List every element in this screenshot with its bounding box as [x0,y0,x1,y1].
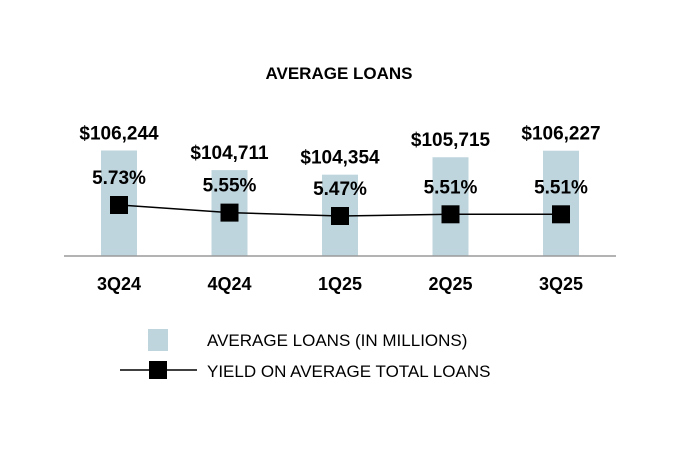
yield-value-label: 5.51% [424,177,478,198]
yield-value-label: 5.73% [92,168,146,189]
yield-marker-1q25 [331,207,349,225]
yield-marker-3q24 [110,196,128,214]
yield-line-layer [110,196,570,225]
yield-value-label: 5.51% [534,177,588,198]
legend-label-yield: YIELD ON AVERAGE TOTAL LOANS [207,362,490,381]
bar-value-label: $105,715 [411,130,491,151]
x-tick-label: 3Q25 [539,274,583,294]
legend-label-average-loans: AVERAGE LOANS (IN MILLIONS) [207,331,467,350]
x-tick-label: 3Q24 [97,274,141,294]
x-tick-label: 2Q25 [428,274,472,294]
x-tick-label: 4Q24 [207,274,251,294]
yield-value-label: 5.55% [203,176,257,197]
legend-bar-swatch [148,329,168,351]
yield-value-label: 5.47% [313,179,367,200]
bar-3q25 [543,150,579,256]
bar-value-label: $106,244 [79,123,159,144]
legend-line-marker [149,361,167,379]
bar-value-label: $106,227 [521,124,600,145]
bar-value-label: $104,354 [300,148,380,169]
chart-title: AVERAGE LOANS [265,64,412,83]
bar-value-label: $104,711 [190,143,269,164]
x-tick-label: 1Q25 [318,274,362,294]
yield-marker-3q25 [552,205,570,224]
legend: AVERAGE LOANS (IN MILLIONS) YIELD ON AVE… [120,329,490,381]
yield-marker-4q24 [220,203,239,222]
labels-layer: $106,244 $104,711 $104,354 $105,715 $106,227… [79,123,600,294]
yield-marker-2q25 [441,205,460,224]
